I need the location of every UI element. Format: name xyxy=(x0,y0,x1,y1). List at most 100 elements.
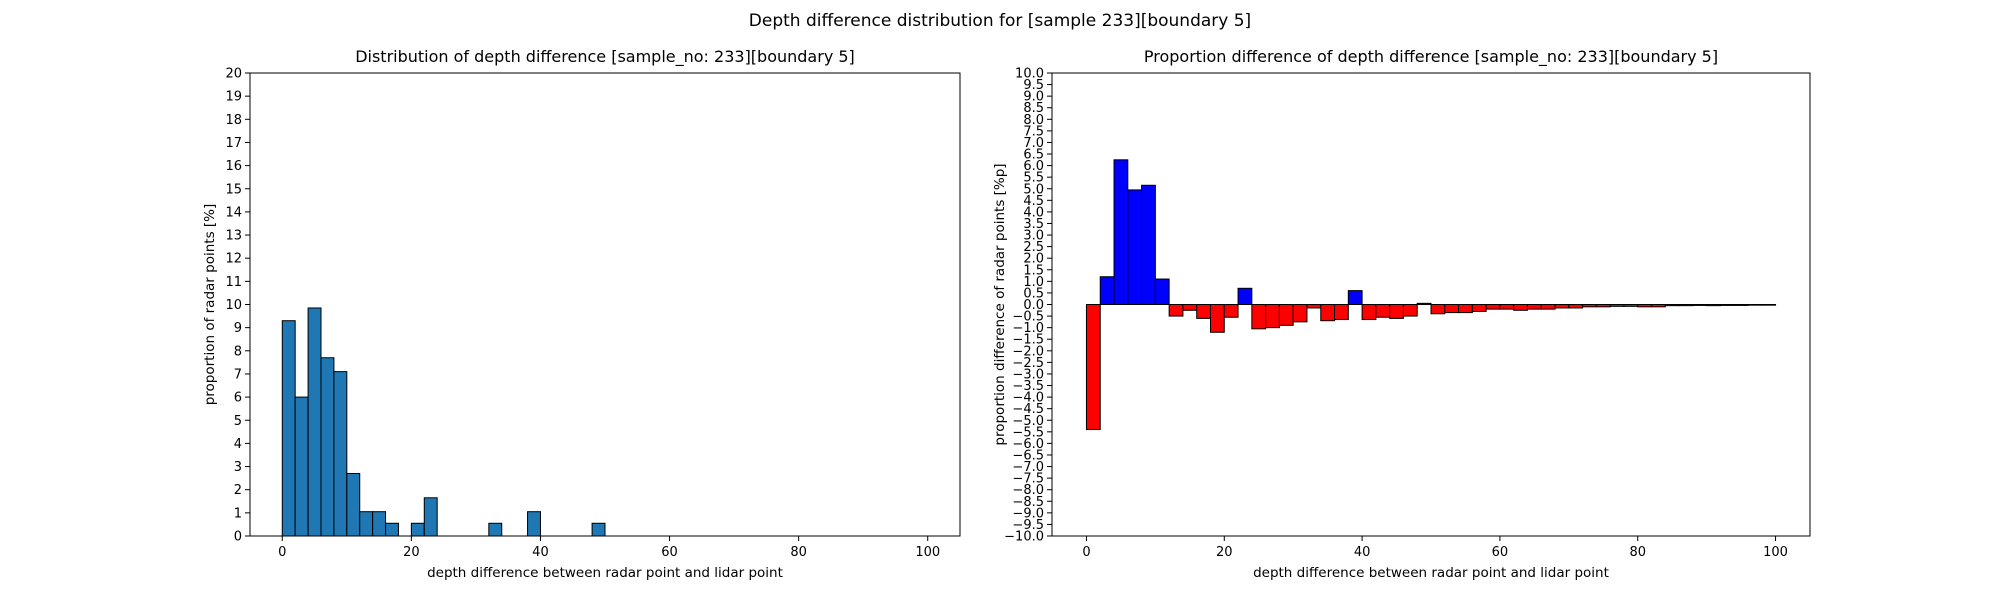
y-tick-label: 7 xyxy=(234,367,242,382)
y-tick-label: −0.5 xyxy=(1012,310,1044,325)
bar xyxy=(1154,278,1170,306)
bar xyxy=(1471,304,1487,312)
y-tick-label: −9.5 xyxy=(1012,518,1044,533)
y-tick-label: 19 xyxy=(225,90,242,105)
axes-frame xyxy=(249,72,961,537)
x-tick-label: 40 xyxy=(532,545,549,560)
y-tick-label: 14 xyxy=(225,205,242,220)
bar xyxy=(1416,302,1432,305)
y-tick-label: 11 xyxy=(225,275,242,290)
bar xyxy=(281,320,296,537)
bar xyxy=(1375,304,1391,318)
y-axis-label: proportion difference of radar points [%… xyxy=(992,163,1008,445)
bar xyxy=(1733,304,1749,306)
y-tick-label: −5.0 xyxy=(1012,414,1044,429)
bar xyxy=(1361,304,1377,321)
bar xyxy=(1182,304,1198,311)
y-tick-label: 5.5 xyxy=(1023,171,1044,186)
y-tick-label: 7.0 xyxy=(1023,136,1044,151)
bar xyxy=(372,511,387,537)
bar xyxy=(320,357,335,537)
axes-title: Distribution of depth difference [sample… xyxy=(355,47,855,67)
y-tick-label: 3.0 xyxy=(1023,229,1044,244)
y-tick-label: 16 xyxy=(225,159,242,174)
bar xyxy=(423,497,438,537)
y-tick-label: 3.5 xyxy=(1023,217,1044,232)
bar xyxy=(1678,304,1694,307)
y-tick-label: 12 xyxy=(225,252,242,267)
y-tick-label: 9.5 xyxy=(1023,78,1044,93)
bar xyxy=(1251,304,1267,330)
axes-title: Proportion difference of depth differenc… xyxy=(1144,47,1718,67)
y-tick-label: 0 xyxy=(234,530,242,545)
y-tick-label: 4 xyxy=(234,437,242,452)
bar xyxy=(1458,304,1473,314)
y-tick-label: 2.0 xyxy=(1023,252,1044,267)
bar xyxy=(1265,304,1280,329)
x-tick-label: 100 xyxy=(915,545,940,560)
y-tick-label: −6.5 xyxy=(1012,448,1044,463)
y-tick-label: 2 xyxy=(234,483,242,498)
y-tick-label: −3.5 xyxy=(1012,379,1044,394)
y-tick-label: 17 xyxy=(225,136,242,151)
bar xyxy=(1595,304,1611,308)
y-tick-label: −8.5 xyxy=(1012,495,1044,510)
y-tick-label: 2.5 xyxy=(1023,240,1044,255)
bar xyxy=(1554,304,1570,309)
bar xyxy=(1485,304,1501,310)
y-tick-label: 13 xyxy=(225,229,242,244)
y-tick-label: 10.0 xyxy=(1015,67,1044,82)
bar xyxy=(1168,304,1184,317)
bar xyxy=(1389,304,1404,319)
y-tick-label: −6.0 xyxy=(1012,437,1044,452)
y-tick-label: 7.5 xyxy=(1023,124,1044,139)
x-tick-label: 0 xyxy=(278,545,286,560)
bar xyxy=(1223,304,1239,318)
bar xyxy=(1761,304,1777,306)
x-tick-label: 60 xyxy=(1492,545,1509,560)
y-tick-label: −2.0 xyxy=(1012,344,1044,359)
y-tick-label: −7.5 xyxy=(1012,472,1044,487)
bar xyxy=(1085,304,1101,431)
bar xyxy=(488,522,503,537)
x-tick-label: 0 xyxy=(1082,545,1090,560)
x-tick-label: 80 xyxy=(1629,545,1646,560)
y-tick-label: 4.0 xyxy=(1023,205,1044,220)
y-tick-label: 8.0 xyxy=(1023,113,1044,128)
bar xyxy=(1444,304,1460,314)
bar xyxy=(1237,287,1253,305)
panel-proportion-difference: 0 20 40 60 80 100 −10.0−9.5−9.0−8.5−8.0−7.5−7.… xyxy=(992,47,1811,581)
x-tick-label: 20 xyxy=(403,545,420,560)
x-tick-label: 60 xyxy=(661,545,678,560)
bar xyxy=(385,522,399,537)
y-tick-label: −9.0 xyxy=(1012,506,1044,521)
y-tick-label: 8 xyxy=(234,344,242,359)
y-tick-label: −8.0 xyxy=(1012,483,1044,498)
y-tick-label: 6 xyxy=(234,391,242,406)
y-tick-label: 6.0 xyxy=(1023,159,1044,174)
bar xyxy=(1540,304,1556,310)
bar xyxy=(359,511,374,537)
bar xyxy=(1706,304,1721,307)
bar xyxy=(1623,304,1639,307)
y-tick-label: −1.0 xyxy=(1012,321,1044,336)
bar xyxy=(1306,304,1322,309)
bar xyxy=(1292,304,1308,323)
y-tick-label: −4.5 xyxy=(1012,402,1044,417)
y-tick-label: 15 xyxy=(225,182,242,197)
bar xyxy=(1499,304,1515,310)
y-axis-label: proportion of radar points [%] xyxy=(202,204,218,406)
figure-suptitle: Depth difference distribution for [sampl… xyxy=(749,11,1251,31)
bar xyxy=(1334,304,1349,321)
bar xyxy=(1526,304,1542,310)
x-axis-label: depth difference between radar point and… xyxy=(1253,565,1609,581)
y-tick-label: 9 xyxy=(234,321,242,336)
x-axis-label: depth difference between radar point and… xyxy=(427,565,783,581)
y-tick-label: −5.5 xyxy=(1012,425,1044,440)
bar xyxy=(1113,159,1129,305)
bar xyxy=(1196,304,1211,319)
y-tick-label: 4.5 xyxy=(1023,194,1044,209)
x-tick-label: 20 xyxy=(1216,545,1233,560)
x-tick-label: 100 xyxy=(1763,545,1788,560)
